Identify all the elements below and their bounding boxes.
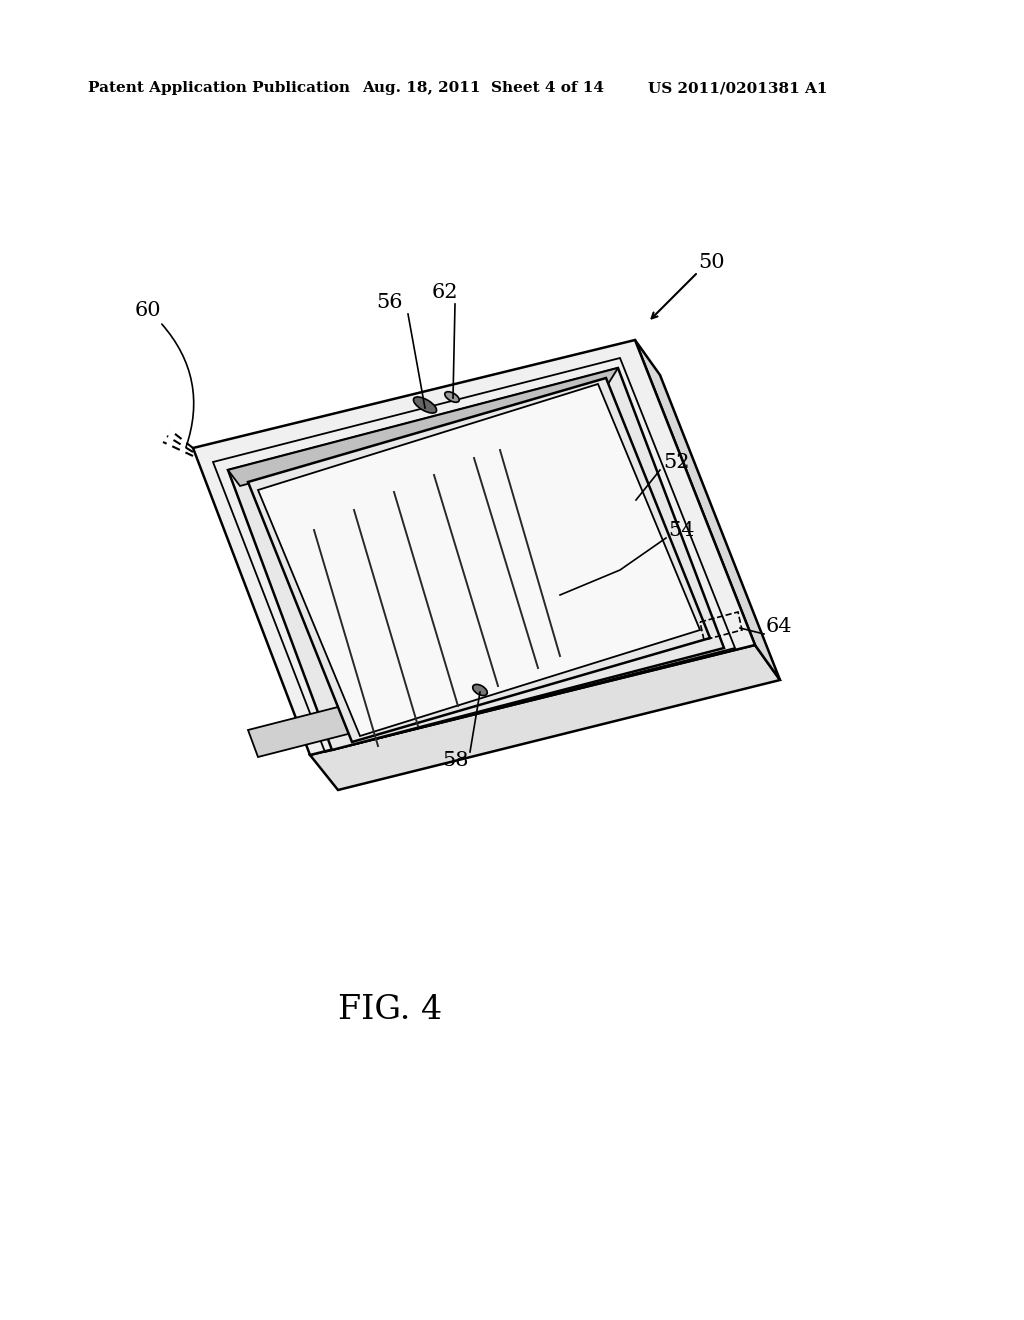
- Text: 58: 58: [441, 751, 468, 770]
- Polygon shape: [193, 341, 755, 755]
- Text: 56: 56: [377, 293, 403, 312]
- Text: 64: 64: [766, 616, 793, 635]
- Polygon shape: [248, 378, 710, 742]
- Text: FIG. 4: FIG. 4: [338, 994, 442, 1026]
- Text: US 2011/0201381 A1: US 2011/0201381 A1: [648, 81, 827, 95]
- Text: 54: 54: [668, 520, 694, 540]
- Text: Aug. 18, 2011  Sheet 4 of 14: Aug. 18, 2011 Sheet 4 of 14: [362, 81, 604, 95]
- Ellipse shape: [414, 397, 436, 413]
- Polygon shape: [635, 341, 780, 680]
- Polygon shape: [228, 368, 724, 750]
- Polygon shape: [310, 645, 780, 789]
- Text: 60: 60: [135, 301, 162, 319]
- Text: 50: 50: [698, 252, 725, 272]
- Text: 62: 62: [432, 282, 459, 301]
- Ellipse shape: [473, 684, 487, 696]
- Text: 52: 52: [663, 453, 689, 471]
- Ellipse shape: [444, 392, 459, 403]
- Text: Patent Application Publication: Patent Application Publication: [88, 81, 350, 95]
- Polygon shape: [228, 368, 618, 486]
- Polygon shape: [258, 384, 700, 737]
- Polygon shape: [248, 685, 434, 756]
